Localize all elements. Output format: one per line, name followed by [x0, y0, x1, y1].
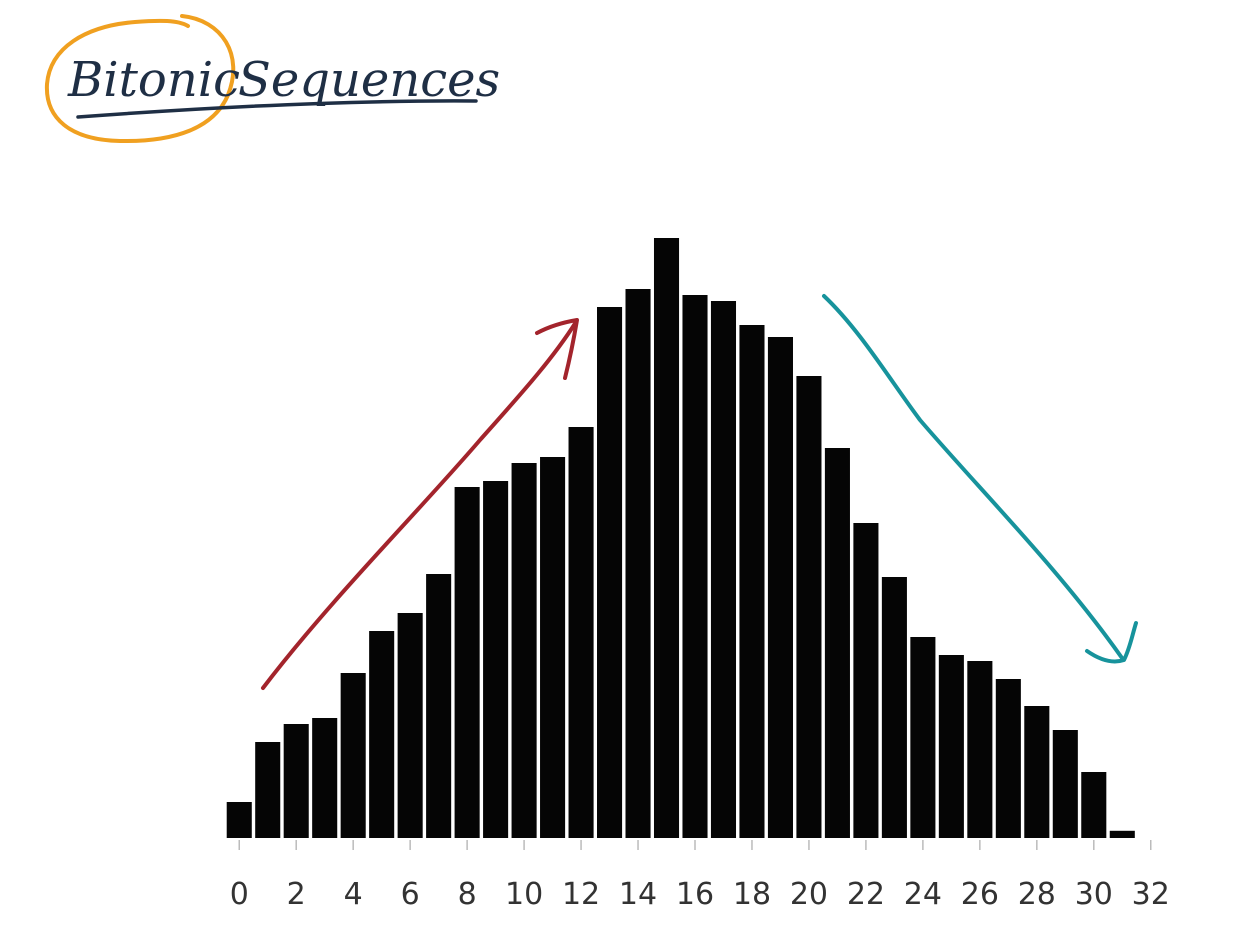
bar-0	[226, 802, 252, 838]
bar-20	[796, 376, 822, 838]
bar-29	[1052, 730, 1078, 838]
x-axis: 0 2 4 6 8 10 12 14 16 18 20 22 24 26 28 30 32	[230, 840, 1170, 912]
bar-10	[511, 463, 537, 838]
bar-16	[682, 295, 708, 838]
bar-30	[1081, 772, 1107, 838]
bar-25	[938, 655, 964, 838]
bar-24	[910, 637, 936, 838]
x-tick-label-20: 20	[790, 877, 828, 912]
bar-31	[1109, 830, 1135, 838]
title-highlight-circle	[44, 14, 236, 144]
bar-7	[426, 574, 452, 838]
bar-17	[710, 301, 737, 838]
bar-19	[767, 337, 793, 838]
bar-1	[255, 742, 281, 838]
increasing-arrow	[261, 318, 579, 690]
x-tick-label-16: 16	[676, 877, 714, 912]
decreasing-arrow	[822, 294, 1138, 664]
bar-6	[397, 613, 423, 838]
x-tick-label-26: 26	[961, 877, 999, 912]
x-tick-label-22: 22	[847, 877, 885, 912]
bar-21	[824, 448, 850, 838]
chart-title: Bitonic Sequences	[44, 14, 500, 144]
x-tick-label-4: 4	[344, 877, 363, 912]
bar-28	[1024, 706, 1050, 838]
bar-14	[625, 289, 651, 838]
increasing-arrow-head	[535, 318, 579, 380]
x-tick-label-14: 14	[619, 877, 657, 912]
bar-4	[340, 673, 366, 838]
bar-12	[568, 427, 594, 838]
increasing-arrow-shaft	[261, 320, 578, 690]
x-tick-label-6: 6	[401, 877, 420, 912]
bar-2	[283, 724, 309, 838]
bar-15	[653, 238, 680, 838]
decreasing-arrow-shaft	[822, 294, 1124, 660]
x-tick-label-12: 12	[562, 877, 600, 912]
title-word-bitonic: Bitonic	[67, 52, 240, 108]
x-tick-label-0: 0	[230, 877, 249, 912]
bar-11	[540, 457, 566, 838]
bar-13	[597, 307, 623, 838]
x-tick-label-10: 10	[505, 877, 543, 912]
bar-23	[881, 577, 907, 838]
bar-27	[995, 679, 1021, 838]
x-tick-label-24: 24	[904, 877, 942, 912]
x-tick-label-8: 8	[458, 877, 477, 912]
bar-9	[483, 481, 509, 838]
bar-5	[369, 631, 395, 838]
x-tick-label-30: 30	[1075, 877, 1113, 912]
x-tick-label-18: 18	[733, 877, 771, 912]
decreasing-arrow-head	[1085, 621, 1138, 664]
x-tick-label-32: 32	[1132, 877, 1170, 912]
x-tick-label-28: 28	[1018, 877, 1056, 912]
bar-22	[853, 523, 879, 838]
bar-3	[312, 718, 338, 838]
bar-series	[226, 238, 1135, 838]
bar-18	[739, 325, 765, 838]
title-word-sequences: Sequences	[238, 52, 500, 108]
bar-8	[454, 487, 480, 838]
x-tick-label-2: 2	[287, 877, 306, 912]
title-underline	[76, 99, 478, 119]
bar-26	[967, 661, 993, 838]
